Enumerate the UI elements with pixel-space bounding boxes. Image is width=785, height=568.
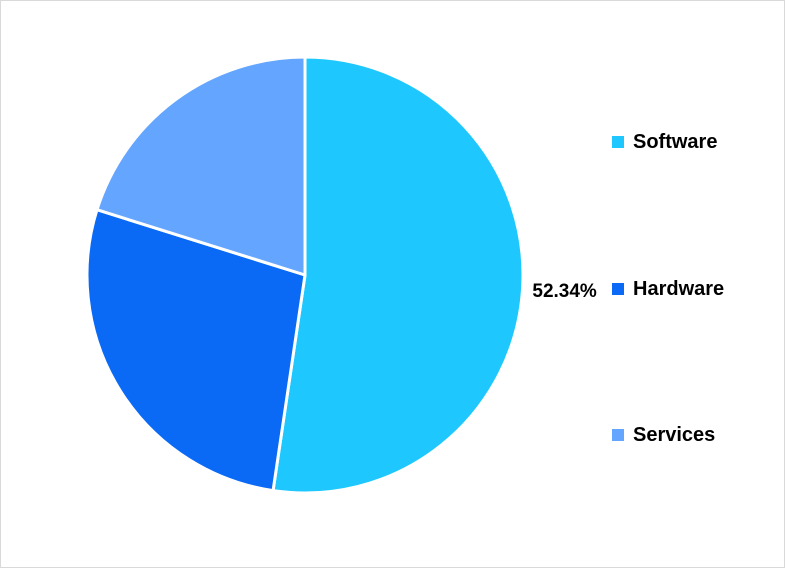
pie-slice-services	[95, 55, 307, 277]
legend-item-software: Software	[612, 130, 717, 154]
data-label-software: 52.34%	[532, 281, 597, 302]
legend-swatch-hardware	[612, 283, 624, 295]
pie-slices	[85, 55, 525, 495]
pie-data-labels: 52.34%	[532, 281, 597, 302]
legend-label-software: Software	[633, 130, 718, 153]
legend-label-services: Services	[633, 423, 716, 446]
legend-swatch-software	[612, 136, 624, 148]
legend-item-hardware: Hardware	[612, 277, 724, 301]
legend-swatch-services	[612, 429, 624, 441]
pie-slice-hardware	[85, 208, 307, 493]
legend: Software Hardware Services	[612, 0, 772, 568]
legend-label-hardware: Hardware	[633, 277, 725, 300]
legend-item-services: Services	[612, 423, 715, 447]
pie-slice-software	[271, 55, 525, 495]
